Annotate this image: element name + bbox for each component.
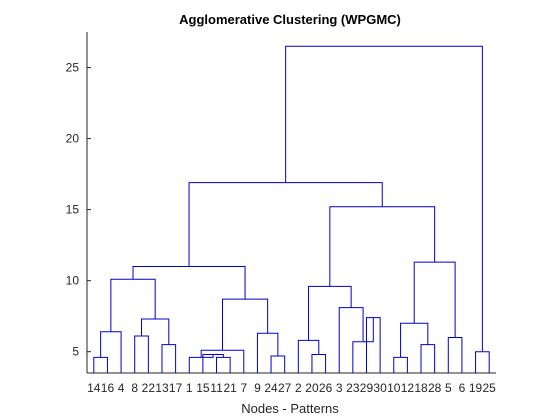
leaf-label: 3 xyxy=(336,381,343,395)
leaf-label: 8 xyxy=(131,381,138,395)
dendrogram-link xyxy=(286,46,483,351)
dendrogram-link xyxy=(142,319,169,345)
dendrogram-link xyxy=(189,183,382,267)
leaf-label: 11 xyxy=(210,381,223,395)
dendrogram-link xyxy=(217,357,231,373)
dendrogram-link xyxy=(101,332,121,373)
dendrogram-link xyxy=(414,262,455,337)
y-tick-label: 25 xyxy=(66,61,80,75)
leaf-label: 9 xyxy=(254,381,261,395)
leaf-label: 29 xyxy=(360,381,374,395)
axes: 5 10 15 20 25 xyxy=(66,32,496,373)
leaf-label: 1 xyxy=(186,381,193,395)
y-tick-label: 10 xyxy=(66,274,80,288)
leaf-label: 19 xyxy=(469,381,483,395)
leaf-label: 25 xyxy=(483,381,497,395)
dendrogram-link xyxy=(421,345,435,373)
leaf-label: 7 xyxy=(240,381,247,395)
dendrogram-link xyxy=(257,333,277,373)
dendrogram-link xyxy=(339,308,363,373)
dendrogram-links xyxy=(94,46,489,373)
y-tick-label: 5 xyxy=(72,345,79,359)
leaf-label: 2 xyxy=(295,381,302,395)
leaf-label: 15 xyxy=(196,381,210,395)
leaf-label: 26 xyxy=(319,381,333,395)
leaf-label: 27 xyxy=(278,381,292,395)
leaf-label: 13 xyxy=(155,381,169,395)
leaf-label: 24 xyxy=(264,381,278,395)
leaf-label: 17 xyxy=(169,381,183,395)
chart-title: Agglomerative Clustering (WPGMC) xyxy=(179,12,401,27)
leaf-label: 28 xyxy=(428,381,442,395)
leaf-label: 21 xyxy=(223,381,237,395)
leaf-label: 10 xyxy=(387,381,401,395)
dendrogram-link xyxy=(401,323,428,357)
leaf-label: 30 xyxy=(373,381,387,395)
dendrogram-link xyxy=(111,279,155,332)
dendrogram-link xyxy=(394,357,408,373)
dendrogram-link xyxy=(448,337,462,373)
dendrogram-link xyxy=(162,345,176,373)
leaf-label: 5 xyxy=(445,381,452,395)
leaf-labels: 14 16 4 8 22 13 17 1 15 11 21 7 9 24 27 2 20 26 3 23 29 30 10 1… xyxy=(87,381,496,395)
leaf-label: 23 xyxy=(346,381,360,395)
leaf-label: 4 xyxy=(118,381,125,395)
dendrogram-link xyxy=(312,355,326,373)
dendrogram-link xyxy=(133,266,245,299)
dendrogram-link xyxy=(298,340,318,373)
leaf-label: 20 xyxy=(305,381,319,395)
dendrogram-link xyxy=(135,336,149,373)
dendrogram-link xyxy=(222,299,267,350)
dendrogram-link xyxy=(330,207,435,287)
dendrogram-link xyxy=(271,356,285,373)
x-axis-title: Nodes - Patterns xyxy=(241,401,339,416)
leaf-label: 14 xyxy=(87,381,101,395)
y-tick-label: 15 xyxy=(66,203,80,217)
dendrogram-link xyxy=(94,357,108,373)
leaf-label: 16 xyxy=(101,381,115,395)
dendrogram-link xyxy=(309,286,352,340)
dendrogram-link xyxy=(476,352,490,373)
leaf-label: 12 xyxy=(401,381,415,395)
leaf-label: 6 xyxy=(459,381,466,395)
dendrogram-link xyxy=(201,350,244,373)
leaf-label: 18 xyxy=(414,381,428,395)
y-tick-label: 20 xyxy=(66,132,80,146)
leaf-label: 22 xyxy=(142,381,156,395)
